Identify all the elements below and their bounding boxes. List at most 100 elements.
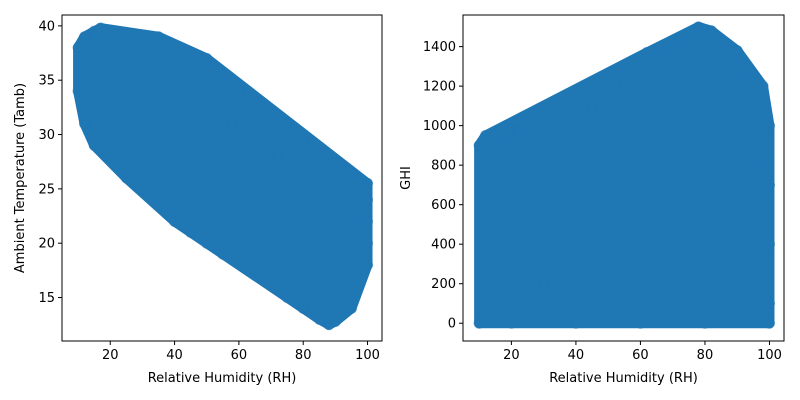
scatter-point bbox=[731, 45, 743, 57]
scatter-point bbox=[480, 130, 492, 142]
scatter-point bbox=[538, 159, 550, 171]
scatter-point bbox=[654, 52, 666, 64]
scatter-point bbox=[233, 161, 245, 173]
scatter-point bbox=[747, 258, 759, 270]
scatter-point bbox=[281, 177, 293, 189]
scatter-point bbox=[667, 139, 679, 151]
scatter-point bbox=[751, 159, 763, 171]
points-layer bbox=[72, 22, 374, 331]
scatter-point bbox=[185, 172, 197, 184]
scatter-point bbox=[602, 258, 614, 270]
scatter-point bbox=[647, 45, 659, 57]
scatter-point bbox=[265, 275, 277, 287]
scatter-point bbox=[352, 215, 364, 227]
scatter-point bbox=[72, 85, 84, 97]
scatter-point bbox=[576, 112, 588, 124]
scatter-point bbox=[152, 150, 164, 162]
ticks-layer: 20 40 60 80 100 15 20 25 30 35 40 bbox=[38, 19, 379, 363]
scatter-point bbox=[715, 139, 727, 151]
y-axis-label: Ambient Temperature (Tamb) bbox=[13, 83, 28, 273]
x-tick-label: 80 bbox=[295, 348, 312, 363]
scatter-point bbox=[136, 47, 148, 59]
x-tick-label: 100 bbox=[757, 348, 782, 363]
scatter-point bbox=[489, 128, 501, 140]
scatter-point bbox=[217, 248, 229, 260]
x-tick-label: 60 bbox=[632, 348, 649, 363]
scatter-point bbox=[489, 258, 501, 270]
scatter-point bbox=[528, 108, 540, 120]
scatter-point bbox=[763, 317, 775, 329]
x-tick-label: 40 bbox=[568, 348, 585, 363]
scatter-point bbox=[104, 107, 116, 119]
scatter-point bbox=[169, 118, 181, 130]
y-tick-label: 800 bbox=[431, 159, 456, 174]
scatter-point bbox=[731, 199, 743, 211]
scatter-point bbox=[249, 264, 261, 276]
scatter-point bbox=[618, 78, 630, 90]
y-tick-label: 35 bbox=[38, 74, 55, 89]
scatter-point bbox=[705, 25, 717, 37]
scatter-point bbox=[505, 317, 517, 329]
scatter-point bbox=[79, 31, 91, 43]
scatter-point bbox=[345, 302, 357, 314]
scatter-point bbox=[763, 238, 775, 250]
scatter-point bbox=[130, 85, 142, 97]
scatter-point bbox=[345, 275, 357, 287]
y-tick-label: 200 bbox=[431, 277, 456, 292]
y-tick-label: 0 bbox=[448, 317, 456, 332]
scatter-point bbox=[281, 292, 293, 304]
scatter-point bbox=[538, 278, 550, 290]
scatter-point bbox=[185, 226, 197, 238]
scatter-point bbox=[747, 68, 759, 80]
scatter-point bbox=[329, 226, 341, 238]
scatter-point bbox=[718, 45, 730, 57]
x-tick-label: 20 bbox=[102, 348, 119, 363]
scatter-point bbox=[667, 218, 679, 230]
scatter-point bbox=[699, 41, 711, 53]
y-tick-label: 20 bbox=[38, 237, 55, 252]
scatter-point bbox=[538, 218, 550, 230]
axes-frame bbox=[462, 14, 785, 342]
scatter-point bbox=[738, 72, 750, 84]
scatter-point bbox=[570, 317, 582, 329]
y-tick-label: 1400 bbox=[423, 40, 456, 55]
scatter-point bbox=[313, 313, 325, 325]
scatter-point bbox=[362, 237, 374, 249]
scatter-point bbox=[297, 205, 309, 217]
scatter-point bbox=[554, 110, 566, 122]
scatter-point bbox=[667, 80, 679, 92]
scatter-point bbox=[104, 36, 116, 48]
scatter-point bbox=[217, 194, 229, 206]
scatter-point bbox=[634, 66, 646, 78]
scatter-point bbox=[175, 96, 187, 108]
y-tick-label: 15 bbox=[38, 291, 55, 306]
scatter-point bbox=[265, 107, 277, 119]
scatter-point bbox=[297, 134, 309, 146]
x-tick-label: 20 bbox=[503, 348, 520, 363]
scatter-point bbox=[79, 118, 91, 130]
scatter-point bbox=[618, 209, 630, 221]
axes-frame bbox=[61, 14, 383, 342]
scatter-point bbox=[362, 259, 374, 271]
scatter-point bbox=[763, 120, 775, 132]
x-axis-label: Relative Humidity (RH) bbox=[549, 371, 698, 386]
scatter-point bbox=[634, 317, 646, 329]
y-tick-label: 1200 bbox=[423, 80, 456, 95]
scatter-point bbox=[345, 167, 357, 179]
scatter-point bbox=[323, 183, 335, 195]
scatter-point bbox=[544, 112, 556, 124]
scatter-point bbox=[473, 139, 485, 151]
scatter-point bbox=[233, 254, 245, 265]
scatter-point bbox=[88, 63, 100, 75]
scatter-point bbox=[313, 259, 325, 271]
y-tick-label: 30 bbox=[38, 128, 55, 143]
scatter-point bbox=[169, 52, 181, 64]
points-layer bbox=[473, 21, 775, 329]
scatter-point bbox=[120, 44, 132, 56]
scatter-point bbox=[489, 199, 501, 211]
scatter-point bbox=[660, 45, 672, 57]
scatter-point bbox=[634, 120, 646, 132]
x-tick-label: 100 bbox=[355, 348, 380, 363]
scatter-chart-temperature-vs-humidity: 20 40 60 80 100 15 20 25 30 35 40 Relative Humidit… bbox=[13, 14, 383, 386]
scatter-point bbox=[152, 194, 164, 206]
